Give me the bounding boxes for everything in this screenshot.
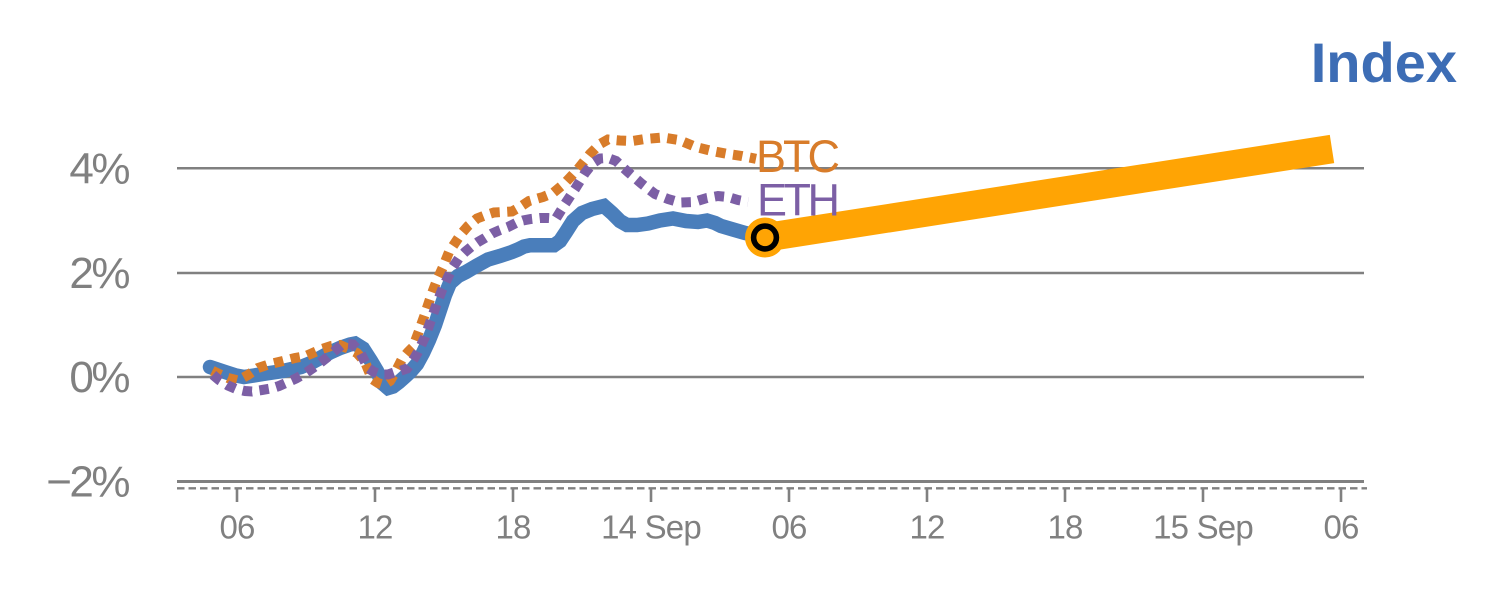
svg-text:4%: 4% [69,144,129,193]
svg-text:Index: Index [1311,31,1457,94]
svg-text:−2%: −2% [46,458,129,507]
svg-text:06: 06 [219,509,254,546]
svg-text:06: 06 [771,509,806,546]
svg-text:2%: 2% [69,249,129,298]
svg-text:12: 12 [357,509,392,546]
svg-text:ETH: ETH [757,174,837,225]
svg-text:18: 18 [1047,509,1082,546]
svg-text:18: 18 [495,509,530,546]
svg-text:12: 12 [909,509,944,546]
svg-text:0%: 0% [69,353,129,402]
svg-text:14 Sep: 14 Sep [601,509,701,546]
svg-text:06: 06 [1323,509,1358,546]
svg-text:BTC: BTC [756,131,839,182]
svg-text:15 Sep: 15 Sep [1153,509,1253,546]
